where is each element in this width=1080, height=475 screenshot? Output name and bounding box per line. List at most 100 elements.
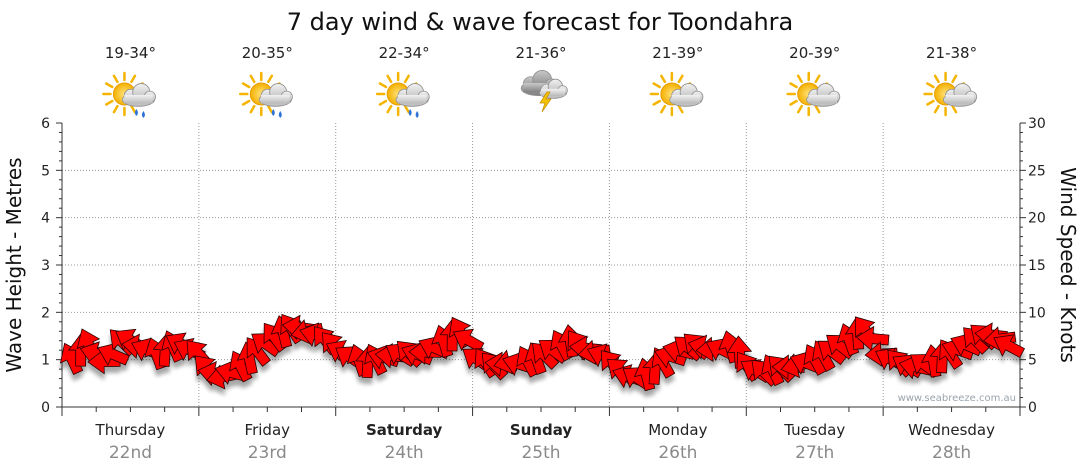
left-tick-label: 2 (41, 305, 50, 321)
right-tick-label: 30 (1028, 116, 1046, 132)
right-tick-label: 10 (1028, 305, 1046, 321)
left-axis-title: Wave Height - Metres (2, 157, 26, 372)
sun-ray (241, 99, 251, 106)
day-name-label: Wednesday (908, 421, 995, 439)
cloud-icon (539, 78, 568, 99)
right-tick-label: 5 (1028, 353, 1037, 369)
sun-ray (130, 74, 137, 84)
day-date-label: 26th (658, 443, 697, 463)
sun-ray (933, 104, 940, 114)
sun-ray (267, 104, 274, 114)
grid-lines (62, 123, 1020, 408)
cloud-icon (121, 83, 156, 107)
day-name-label: Monday (648, 421, 707, 439)
sun-ray (796, 74, 803, 84)
day-name-label: Sunday (510, 421, 573, 439)
wind-arrows (59, 313, 1026, 392)
sun-ray (267, 74, 274, 84)
temperature-range-label: 20-39° (789, 44, 840, 62)
day-name-label: Friday (245, 421, 291, 439)
day-date-label: 27th (795, 443, 834, 463)
sun-ray (403, 74, 410, 84)
right-tick-label: 20 (1028, 211, 1046, 227)
sun-ray (677, 74, 684, 84)
rain-drops-icon (408, 109, 419, 118)
weather-icon-partly-cloudy (923, 71, 978, 117)
sun-ray (403, 104, 410, 114)
sun-ray (660, 104, 667, 114)
sun-ray (926, 82, 935, 89)
weather-icon-partly-cloudy-showers (102, 71, 156, 118)
left-tick-label: 1 (41, 353, 50, 369)
rain-drop (278, 111, 282, 118)
cloud-icon (943, 83, 978, 107)
cloud-fill (671, 94, 701, 104)
cloud-fill (261, 94, 290, 104)
left-axis: 0 1 2 3 4 5 6 (41, 116, 63, 416)
weather-forecast-row: 19-34° 20-35° 22-34° 21-36° 21-39° 20-39° 21-3… (102, 44, 978, 118)
sun-ray (660, 74, 667, 84)
sun-ray (249, 104, 256, 114)
sun-ray (378, 82, 388, 89)
cloud-fill (945, 94, 974, 104)
rain-drops-icon (271, 109, 282, 118)
right-axis-title: Wind Speed - Knots (1056, 167, 1080, 363)
cloud-fill (541, 88, 565, 96)
temperature-range-label: 22-34° (379, 44, 430, 62)
cloud-icon (395, 83, 430, 107)
wind-arrow (993, 334, 1026, 358)
watermark: www.seabreeze.com.au (898, 393, 1016, 404)
right-axis: 0 5 10 15 20 25 30 (1019, 116, 1046, 416)
sun-ray (378, 99, 388, 106)
left-tick-label: 0 (41, 400, 50, 416)
rain-drop (271, 109, 275, 116)
weather-icon-partly-cloudy (649, 71, 704, 117)
cloud-fill (397, 94, 427, 104)
day-date-label: 25th (521, 443, 560, 463)
left-tick-label: 6 (41, 116, 50, 132)
cloud-fill (124, 94, 153, 104)
rain-drop (415, 111, 419, 118)
sun-ray (112, 74, 119, 84)
x-axis-day-labels: Thursday 22nd Friday 23rd Saturday 24th Sunday… (61, 407, 1021, 463)
sun-ray (104, 99, 114, 106)
right-tick-label: 25 (1028, 163, 1046, 179)
weather-icon-partly-cloudy (786, 71, 841, 117)
sun-ray (814, 104, 821, 114)
sun-ray (951, 74, 958, 84)
weather-icon-thunderstorm (520, 70, 568, 113)
right-tick-label: 0 (1028, 400, 1037, 416)
sun-ray (951, 104, 958, 114)
right-tick-label: 15 (1028, 258, 1046, 274)
wind-arrow (452, 328, 485, 353)
left-tick-label: 4 (41, 211, 50, 227)
wind-arrow (97, 342, 130, 367)
left-tick-label: 3 (41, 258, 50, 274)
lightning-bolt-icon (539, 91, 552, 113)
sun-ray (386, 74, 393, 84)
sun-ray (796, 104, 803, 114)
cloud-icon (806, 83, 841, 107)
day-date-label: 22nd (109, 443, 152, 463)
sun-ray (814, 74, 821, 84)
sun-ray (130, 104, 137, 114)
sun-ray (652, 99, 661, 106)
sun-ray (933, 74, 940, 84)
day-name-label: Thursday (95, 421, 166, 439)
sun-ray (789, 99, 798, 106)
weather-icon-partly-cloudy-showers (239, 71, 293, 118)
left-tick-label: 5 (41, 163, 50, 179)
rain-drops-icon (134, 109, 145, 118)
chart-title: 7 day wind & wave forecast for Toondahra (287, 8, 794, 36)
cloud-icon (258, 83, 293, 107)
sun-ray (249, 74, 256, 84)
cloud-fill (523, 83, 555, 93)
sun-ray (104, 82, 114, 89)
temperature-range-label: 21-36° (515, 44, 566, 62)
rain-drop (134, 109, 138, 116)
day-name-label: Saturday (366, 421, 443, 439)
temperature-range-label: 21-39° (652, 44, 703, 62)
day-date-label: 23rd (248, 443, 287, 463)
sun-ray (386, 104, 393, 114)
